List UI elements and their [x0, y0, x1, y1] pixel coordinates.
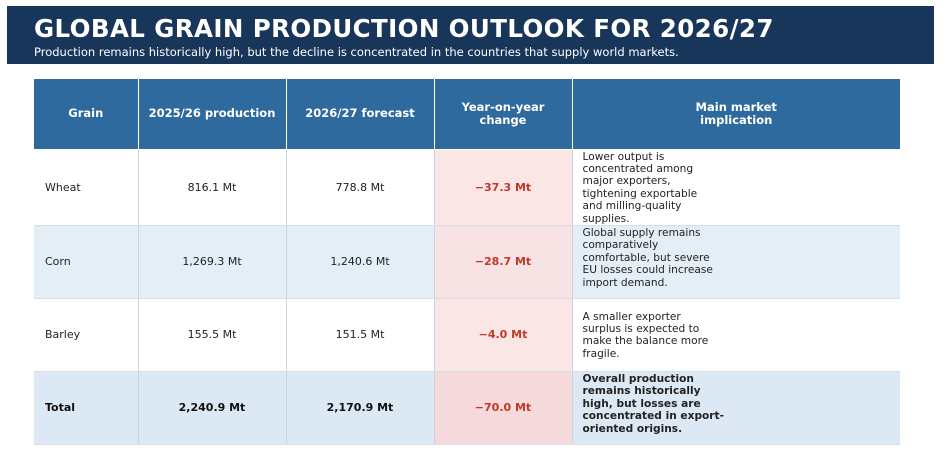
- market-implication-text: Lower output is concentrated among major…: [582, 150, 698, 225]
- page-subtitle: Production remains historically high, bu…: [34, 45, 679, 59]
- year-on-year-change-cell: −4.0 Mt: [434, 298, 573, 372]
- grain-name-cell: Barley: [34, 298, 139, 372]
- title-banner: GLOBAL GRAIN PRODUCTION OUTLOOK FOR 2026…: [7, 6, 934, 64]
- total-year-on-year-change-cell: −70.0 Mt: [434, 371, 573, 445]
- table-row-corn: Corn 1,269.3 Mt 1,240.6 Mt −28.7 Mt Glob…: [34, 225, 900, 299]
- production-2025-26-cell: 155.5 Mt: [138, 298, 287, 372]
- total-forecast-2026-27-cell: 2,170.9 Mt: [286, 371, 435, 445]
- year-on-year-change-cell: −28.7 Mt: [434, 225, 573, 299]
- column-header-2026-27-forecast: 2026/27 forecast: [286, 79, 435, 150]
- forecast-2026-27-cell: 778.8 Mt: [286, 149, 435, 226]
- column-header-2025-26-production: 2025/26 production: [138, 79, 287, 150]
- total-market-implication-text: Overall production remains historically …: [582, 372, 725, 435]
- column-header-year-on-year-change: Year-on-year change: [434, 79, 573, 150]
- column-header-market-implication-label: Main market implication: [695, 99, 777, 127]
- column-header-market-implication: Main market implication: [572, 79, 900, 150]
- forecast-2026-27-cell: 1,240.6 Mt: [286, 225, 435, 299]
- table-row-barley: Barley 155.5 Mt 151.5 Mt −4.0 Mt A small…: [34, 298, 900, 372]
- grain-name-cell: Corn: [34, 225, 139, 299]
- page-title: GLOBAL GRAIN PRODUCTION OUTLOOK FOR 2026…: [34, 14, 774, 43]
- production-2025-26-cell: 1,269.3 Mt: [138, 225, 287, 299]
- market-implication-cell: Global supply remains comparatively comf…: [572, 225, 900, 299]
- column-header-grain: Grain: [34, 79, 139, 150]
- market-implication-cell: A smaller exporter surplus is expected t…: [572, 298, 900, 372]
- table-header-row: Grain 2025/26 production 2026/27 forecas…: [34, 79, 900, 150]
- total-label-cell: Total: [34, 371, 139, 445]
- table-row-total: Total 2,240.9 Mt 2,170.9 Mt −70.0 Mt Ove…: [34, 371, 900, 445]
- market-implication-cell: Lower output is concentrated among major…: [572, 149, 900, 226]
- grain-production-table: Grain 2025/26 production 2026/27 forecas…: [34, 79, 900, 445]
- grain-name-cell: Wheat: [34, 149, 139, 226]
- market-implication-text: Global supply remains comparatively comf…: [582, 226, 713, 289]
- total-market-implication-cell: Overall production remains historically …: [572, 371, 900, 445]
- production-2025-26-cell: 816.1 Mt: [138, 149, 287, 226]
- forecast-2026-27-cell: 151.5 Mt: [286, 298, 435, 372]
- year-on-year-change-cell: −37.3 Mt: [434, 149, 573, 226]
- total-production-2025-26-cell: 2,240.9 Mt: [138, 371, 287, 445]
- market-implication-text: A smaller exporter surplus is expected t…: [582, 310, 709, 360]
- table-row-wheat: Wheat 816.1 Mt 778.8 Mt −37.3 Mt Lower o…: [34, 149, 900, 226]
